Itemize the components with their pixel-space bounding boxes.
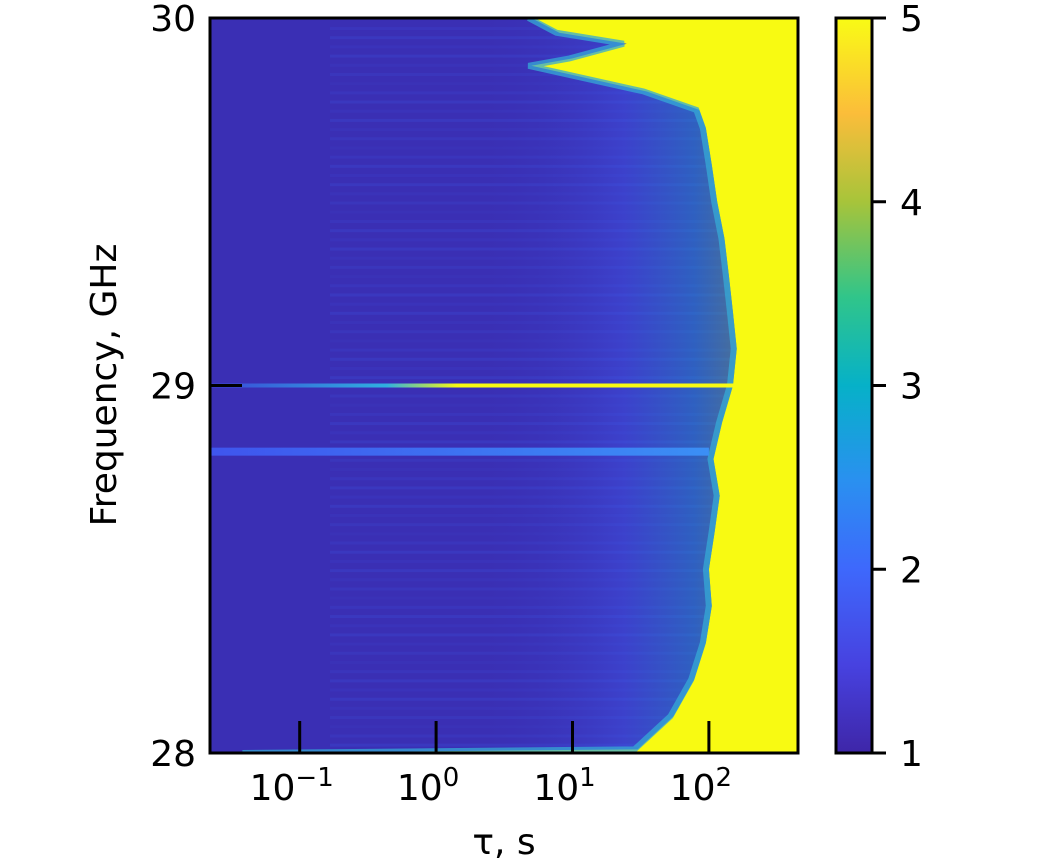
y-tick-label: 28 xyxy=(150,734,196,775)
x-tick-label: 100 xyxy=(397,763,459,809)
colorbar: 1 2 3 4 5 xyxy=(834,0,923,775)
saturated-region xyxy=(245,18,798,753)
transition-edge xyxy=(242,18,737,753)
bright-line xyxy=(210,447,709,456)
stripe xyxy=(330,63,532,67)
stripe xyxy=(330,27,553,31)
colorbar-ticks: 1 2 3 4 5 xyxy=(872,0,923,775)
colorbar-gradient xyxy=(834,16,874,755)
colorbar-tick-label: 1 xyxy=(900,734,923,775)
colorbar-tick-label: 2 xyxy=(900,550,923,591)
x-tick-label: 101 xyxy=(533,763,595,809)
y-tick-label: 29 xyxy=(150,367,196,408)
colorbar-tick-label: 5 xyxy=(900,0,923,40)
colorbar-tick-label: 3 xyxy=(900,367,923,408)
bright-line xyxy=(210,383,798,388)
bright-lines xyxy=(210,383,798,456)
y-axis-ticks: 28 29 30 xyxy=(150,0,242,775)
x-axis-label: τ, s xyxy=(472,822,535,862)
y-tick-label: 30 xyxy=(150,0,196,40)
stripe xyxy=(330,72,573,76)
colorbar-tick-label: 4 xyxy=(900,183,923,224)
y-axis-label: Frequency, GHz xyxy=(84,244,125,527)
stripe xyxy=(330,36,594,40)
stripe xyxy=(330,54,580,58)
x-tick-label: 10−1 xyxy=(250,763,334,809)
x-tick-label: 102 xyxy=(670,763,732,809)
plot-area xyxy=(210,18,798,753)
